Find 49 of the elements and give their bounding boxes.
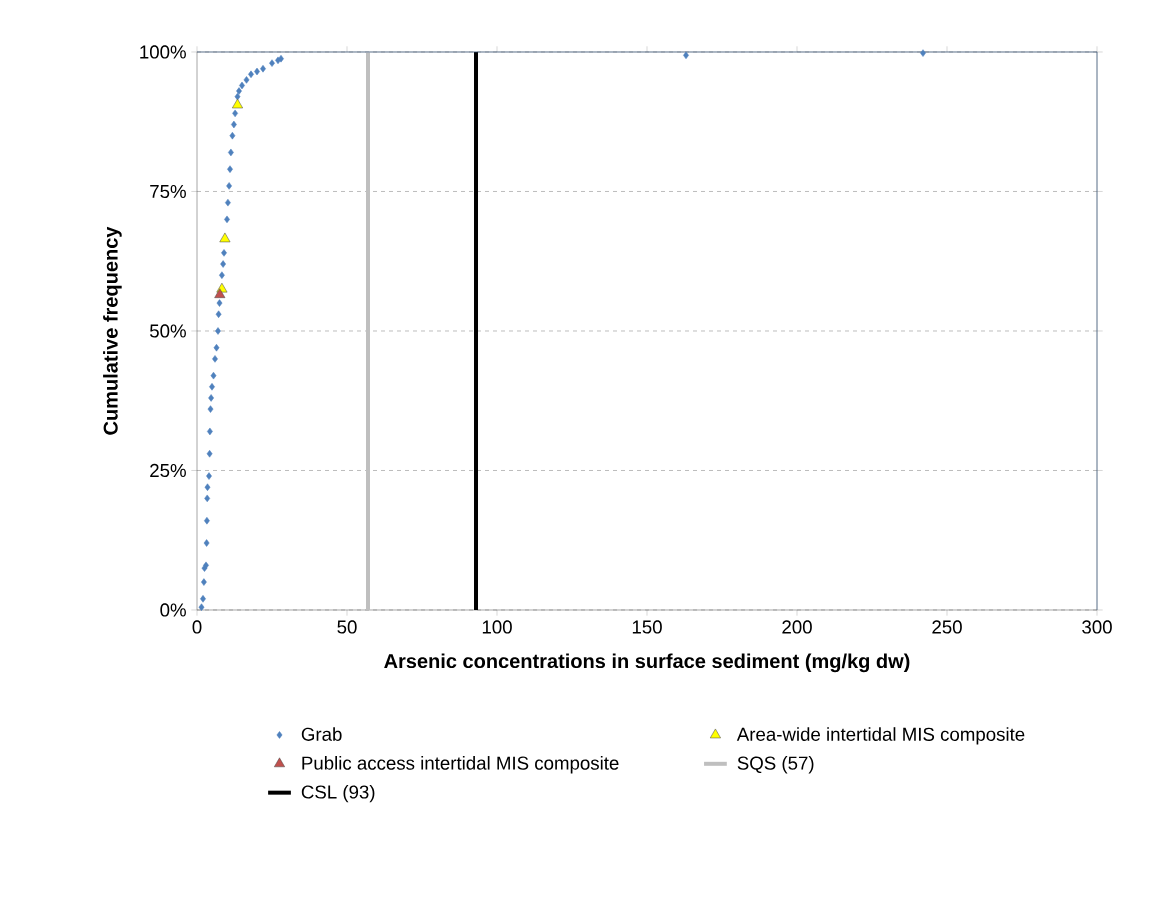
x-tick-label: 300 <box>1082 620 1112 634</box>
y-tick-label: 0% <box>160 603 186 617</box>
point <box>269 59 275 67</box>
legend-label: SQS (57) <box>737 756 814 774</box>
x-tick-label: 50 <box>337 620 357 634</box>
point <box>243 76 250 84</box>
point <box>203 539 210 547</box>
point <box>206 472 212 480</box>
point <box>236 87 242 95</box>
point <box>219 232 231 243</box>
point <box>207 405 214 413</box>
point <box>198 603 205 611</box>
x-tick-label: 150 <box>632 620 662 634</box>
y-tick-label: 75% <box>150 184 186 199</box>
point <box>215 327 221 335</box>
y-tick-label: 25% <box>150 463 186 478</box>
x-tick-label: 100 <box>482 620 512 634</box>
y-tick-label: 50% <box>150 324 186 338</box>
point <box>216 299 223 307</box>
legend-label: Grab <box>301 727 342 741</box>
point <box>215 310 222 318</box>
point <box>209 383 215 391</box>
x-tick-label: 200 <box>782 620 812 634</box>
x-tick-label: 250 <box>932 620 962 634</box>
point <box>206 450 213 458</box>
point <box>226 182 232 190</box>
x-axis-title: Arsenic concentrations in surface sediment (mg/kg dw) <box>384 653 910 673</box>
point <box>220 260 226 268</box>
x-tick-label: 0 <box>192 620 202 634</box>
point <box>920 49 926 57</box>
point <box>201 578 207 586</box>
point <box>200 595 206 603</box>
point <box>210 371 217 380</box>
point <box>213 343 220 352</box>
point <box>212 355 218 363</box>
point <box>208 394 214 402</box>
y-axis-title: Cumulative frequency <box>103 226 122 435</box>
point <box>229 131 236 140</box>
point <box>204 483 211 491</box>
legend-label: CSL (93) <box>301 784 375 803</box>
point <box>219 271 225 279</box>
point <box>232 98 243 109</box>
point <box>221 249 227 257</box>
legend-label: Public access intertidal MIS composite <box>302 756 619 774</box>
point <box>204 494 211 503</box>
legend-label: Area-wide intertidal MIS composite <box>736 727 1025 745</box>
y-tick-label: 100% <box>140 45 186 59</box>
point <box>227 165 233 173</box>
point <box>214 288 226 298</box>
